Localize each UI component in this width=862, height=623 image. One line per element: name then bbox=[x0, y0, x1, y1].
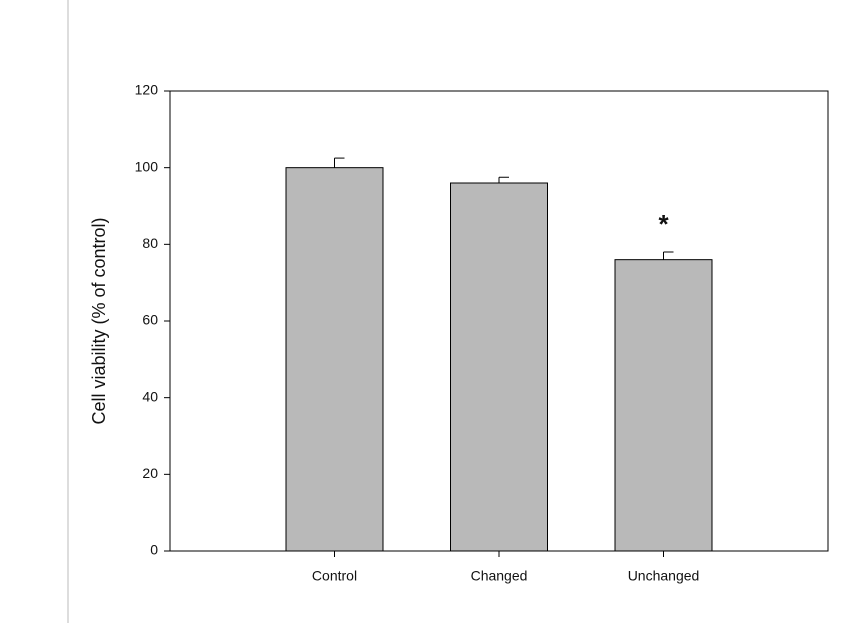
bar bbox=[450, 182, 548, 552]
y-tick-label: 100 bbox=[135, 158, 159, 174]
y-tick-label: 20 bbox=[142, 465, 158, 481]
y-tick-label: 60 bbox=[142, 312, 158, 328]
y-tick-label: 80 bbox=[142, 235, 158, 251]
y-tick-label: 120 bbox=[135, 82, 159, 98]
x-tick-label: Unchanged bbox=[628, 568, 700, 584]
y-tick-label: 0 bbox=[150, 542, 158, 558]
x-tick-label: Control bbox=[312, 568, 357, 584]
x-tick-label: Changed bbox=[471, 568, 528, 584]
bar bbox=[285, 167, 384, 552]
y-tick-label: 40 bbox=[142, 388, 158, 404]
bar bbox=[614, 259, 713, 552]
significance-marker: * bbox=[658, 209, 669, 239]
y-axis-title: Cell viability (% of control) bbox=[89, 217, 109, 424]
